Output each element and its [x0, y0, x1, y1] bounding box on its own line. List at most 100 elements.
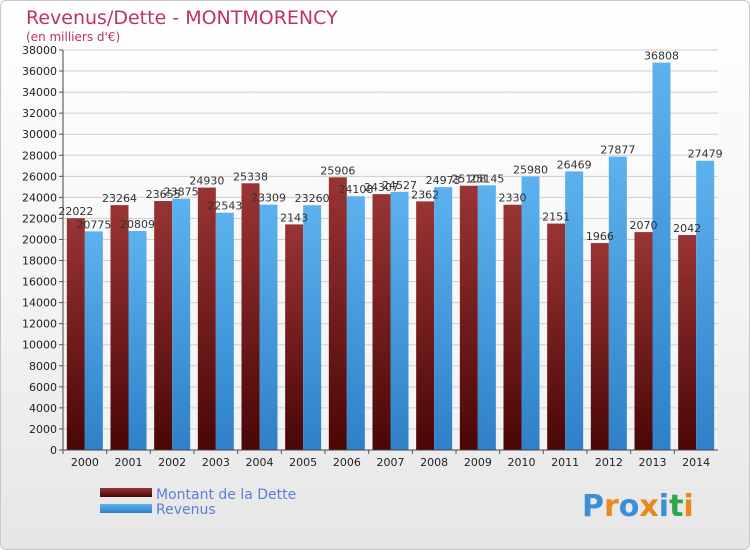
bar-dette: [154, 201, 173, 450]
logo-letter: t: [669, 489, 683, 524]
value-label: 23875: [164, 186, 199, 199]
bar-revenus: [608, 156, 627, 450]
logo-letter: r: [604, 489, 619, 524]
value-label: 23309: [251, 192, 286, 205]
bar-revenus: [434, 187, 453, 450]
value-label: 25145: [469, 172, 504, 185]
value-label: 24527: [382, 179, 417, 192]
x-tick-label: 2003: [202, 456, 230, 469]
bar-dette: [547, 223, 566, 450]
x-tick-label: 2013: [639, 456, 667, 469]
bar-revenus: [390, 191, 409, 451]
chart-subtitle: (en milliers d'€): [26, 30, 120, 44]
y-tick-label: 0: [50, 444, 57, 457]
value-label: 22022: [58, 205, 93, 218]
y-tick-label: 26000: [22, 170, 57, 183]
bar-dette: [110, 205, 129, 450]
legend-label-debt: Montant de la Dette: [156, 487, 296, 503]
y-tick-label: 28000: [22, 149, 57, 162]
bar-dette: [285, 224, 304, 450]
bar-dette: [678, 235, 697, 450]
value-label: 2042: [673, 222, 701, 235]
y-tick-label: 4000: [29, 402, 57, 415]
value-label: 20809: [120, 218, 155, 231]
bar-dette: [634, 232, 653, 450]
value-label: 24973: [426, 174, 461, 187]
logo-letter: x: [639, 489, 658, 524]
value-label: 1966: [586, 230, 614, 243]
bar-revenus: [652, 62, 671, 451]
y-tick-label: 38000: [22, 44, 57, 57]
y-tick-label: 14000: [22, 297, 57, 310]
bar-dette: [459, 185, 478, 450]
x-tick-label: 2011: [551, 456, 579, 469]
value-label: 2151: [542, 211, 570, 224]
y-tick-label: 22000: [22, 212, 57, 225]
x-tick-label: 2006: [333, 456, 361, 469]
bar-dette: [241, 183, 260, 450]
legend-swatch-debt: [100, 488, 152, 497]
bar-revenus: [477, 185, 496, 450]
value-label: 25980: [513, 164, 548, 177]
legend-label-revenus: Revenus: [156, 502, 216, 518]
bar-group: [66, 62, 715, 451]
bar-revenus: [303, 205, 322, 450]
y-tick-label: 8000: [29, 360, 57, 373]
y-tick-label: 36000: [22, 65, 57, 78]
logo-letter: i: [683, 489, 693, 524]
value-label: 27479: [688, 148, 723, 161]
value-label: 23260: [295, 192, 330, 205]
bar-dette: [590, 243, 609, 450]
x-tick-label: 2001: [115, 456, 143, 469]
y-tick-label: 20000: [22, 233, 57, 246]
y-axis-ticks: 0 2000 4000 6000 8000 10000 12000 14000 16000 180…: [22, 44, 63, 457]
value-label: 2143: [280, 211, 308, 224]
x-tick-label: 2009: [464, 456, 492, 469]
bar-revenus: [521, 176, 540, 451]
y-tick-label: 12000: [22, 318, 57, 331]
bar-revenus: [565, 171, 584, 450]
x-tick-label: 2012: [595, 456, 623, 469]
bar-revenus: [346, 196, 365, 450]
axes: [62, 50, 718, 451]
y-tick-label: 10000: [22, 339, 57, 352]
value-label: 25338: [233, 170, 268, 183]
bar-revenus: [696, 160, 715, 450]
legend-swatch-revenus: [100, 504, 152, 513]
bar-dette: [197, 187, 216, 450]
logo-letter: o: [619, 489, 640, 524]
x-tick-label: 2000: [71, 456, 99, 469]
bar-dette: [503, 204, 522, 450]
x-tick-label: 2010: [508, 456, 536, 469]
value-label: 2330: [499, 192, 527, 205]
x-axis-ticks: 2000 2001 2002 2003 2004 2005 2006 2007 2008 2009…: [62, 450, 710, 469]
bar-revenus: [84, 231, 103, 450]
value-label: 26469: [557, 158, 592, 171]
proxiti-logo: Proxiti: [582, 489, 694, 524]
logo-letter: P: [582, 489, 604, 524]
y-tick-label: 34000: [22, 86, 57, 99]
x-tick-label: 2004: [246, 456, 274, 469]
y-tick-label: 30000: [22, 128, 57, 141]
value-label: 2070: [630, 219, 658, 232]
chart-title: Revenus/Dette - MONTMORENCY: [26, 7, 338, 29]
bar-dette: [66, 218, 85, 450]
x-tick-label: 2008: [420, 456, 448, 469]
value-label: 25108: [451, 173, 486, 186]
y-tick-label: 6000: [29, 381, 57, 394]
bar-dette: [416, 201, 435, 450]
value-label: 36808: [644, 50, 679, 63]
y-tick-label: 24000: [22, 191, 57, 204]
value-label: 2362: [411, 188, 439, 201]
logo-letter: i: [659, 489, 669, 524]
bar-revenus: [259, 204, 278, 450]
y-tick-label: 2000: [29, 423, 57, 436]
bar-dette: [372, 194, 391, 450]
x-tick-label: 2005: [289, 456, 317, 469]
value-label: 23655: [146, 188, 181, 201]
legend: Montant de la Dette Revenus: [100, 487, 296, 518]
value-label: 23264: [102, 192, 137, 205]
value-label: 25906: [320, 164, 355, 177]
